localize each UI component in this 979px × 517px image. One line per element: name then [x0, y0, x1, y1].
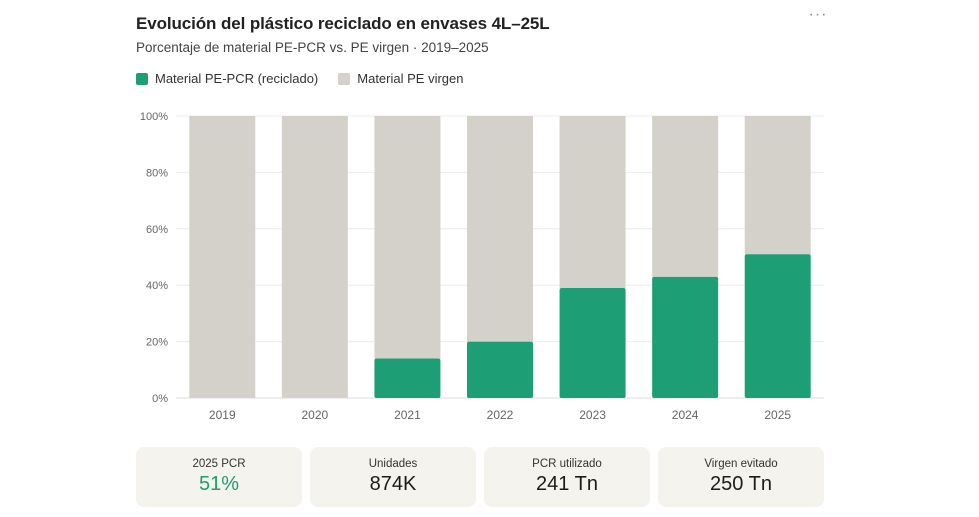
bar-virgin — [374, 116, 441, 359]
kpi-value: 241 Tn — [536, 473, 598, 495]
more-options-icon[interactable]: ··· — [808, 6, 828, 23]
stacked-bar-chart: 0% 20% 40% 60% 80% 100% 2019 2020 2021 2022 2023 20… — [140, 111, 824, 422]
y-tick-label: 80% — [146, 167, 168, 179]
bar-pcr — [559, 288, 626, 398]
bar-pcr — [744, 254, 811, 398]
chart-subtitle: Porcentaje de material PE-PCR vs. PE vir… — [136, 40, 489, 55]
kpi-row: 2025 PCR 51% Unidades 874K PCR utilizado… — [136, 447, 824, 507]
bar-virgin — [189, 116, 256, 398]
kpi-label: 2025 PCR — [192, 458, 246, 470]
kpi-value: 874K — [369, 473, 417, 495]
kpi-label: Virgen evitado — [704, 458, 778, 470]
legend-swatch-virgin — [338, 72, 351, 85]
kpi-card-units: Unidades 874K — [310, 447, 476, 507]
kpi-card-pcr-used: PCR utilizado 241 Tn — [484, 447, 650, 507]
y-tick-label: 20% — [146, 337, 168, 349]
x-tick-label: 2019 — [209, 408, 236, 422]
x-tick-label: 2025 — [764, 408, 791, 422]
chart-title: Evolución del plástico reciclado en enva… — [136, 14, 550, 33]
x-tick-label: 2022 — [487, 408, 514, 422]
legend-label-pcr: Material PE-PCR (reciclado) — [155, 71, 319, 86]
bar-pcr — [374, 358, 441, 398]
bar-virgin — [467, 116, 533, 342]
kpi-card-pcr-2025: 2025 PCR 51% — [136, 447, 302, 507]
bar-virgin — [652, 116, 719, 277]
legend: Material PE-PCR (reciclado) Material PE … — [136, 71, 463, 86]
bar-virgin — [744, 116, 811, 255]
y-tick-label: 100% — [140, 111, 168, 123]
x-tick-label: 2023 — [579, 408, 606, 422]
kpi-label: PCR utilizado — [532, 458, 602, 470]
legend-swatch-pcr — [136, 72, 148, 85]
y-tick-label: 60% — [146, 224, 168, 236]
kpi-label: Unidades — [368, 458, 418, 470]
kpi-value: 51% — [198, 473, 240, 495]
bar-pcr — [652, 276, 719, 398]
bar-virgin — [559, 116, 626, 289]
x-tick-label: 2021 — [394, 408, 421, 422]
y-tick-label: 40% — [146, 280, 168, 292]
legend-item-pcr: Material PE-PCR (reciclado) — [136, 71, 318, 86]
legend-item-virgin: Material PE virgen — [338, 71, 463, 86]
bar-virgin — [281, 116, 348, 398]
legend-label-virgin: Material PE virgen — [357, 71, 464, 86]
bar-pcr — [467, 341, 533, 398]
kpi-card-virgin-avoided: Virgen evitado 250 Tn — [658, 447, 824, 507]
x-tick-label: 2020 — [302, 408, 329, 422]
y-tick-label: 0% — [152, 393, 168, 405]
kpi-value: 250 Tn — [710, 473, 772, 495]
x-tick-label: 2024 — [672, 408, 699, 422]
